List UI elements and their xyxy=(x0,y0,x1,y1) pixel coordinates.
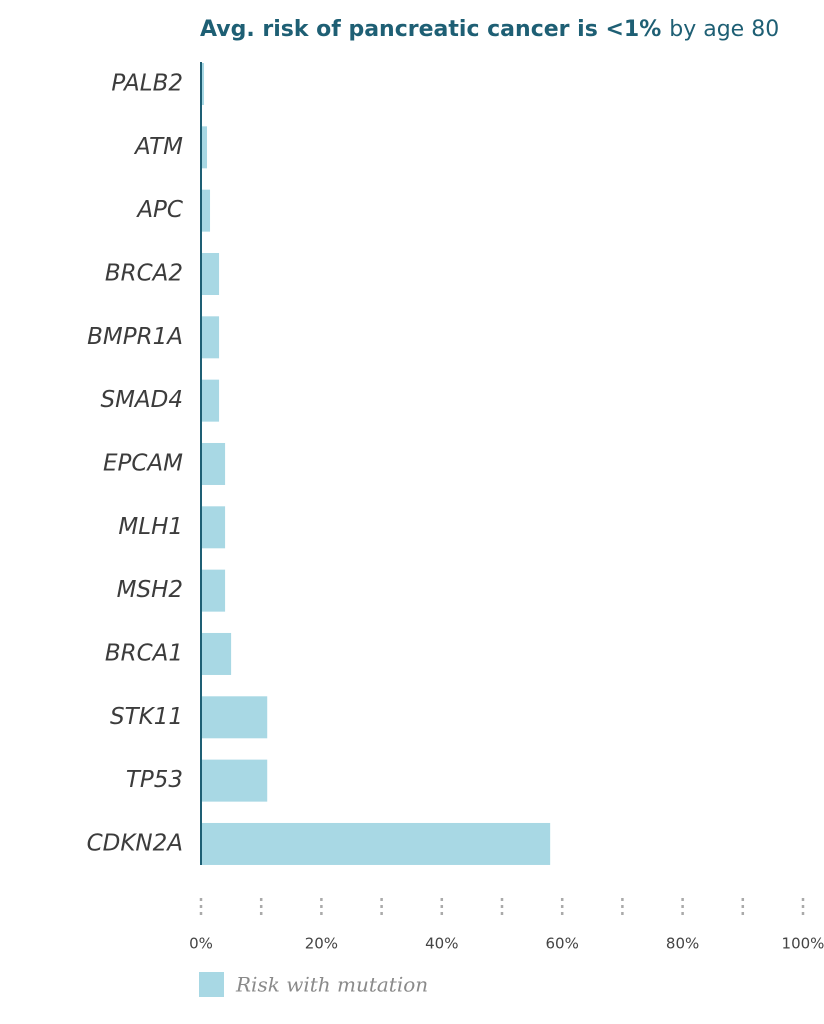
bar xyxy=(201,696,268,739)
bar xyxy=(201,569,226,612)
y-tick-label: SMAD4 xyxy=(100,387,183,413)
y-tick-label: EPCAM xyxy=(103,450,183,476)
legend-label: Risk with mutation xyxy=(235,973,428,997)
y-tick-label: CDKN2A xyxy=(87,830,183,856)
y-tick-label: ATM xyxy=(133,134,183,160)
y-tick-label: PALB2 xyxy=(111,71,183,97)
x-tick-label: 80% xyxy=(666,935,699,953)
x-tick-label: 60% xyxy=(546,935,579,953)
x-tick-label: 40% xyxy=(425,935,458,953)
bar xyxy=(201,379,220,422)
y-tick-label: TP53 xyxy=(126,767,183,793)
y-tick-label: BRCA2 xyxy=(105,260,183,286)
bar xyxy=(201,506,226,549)
title-bold: Avg. risk of pancreatic cancer is <1% xyxy=(200,17,661,42)
bar xyxy=(201,252,220,295)
y-tick-label: STK11 xyxy=(110,704,183,730)
chart-title: Avg. risk of pancreatic cancer is <1% by … xyxy=(200,17,779,42)
bar xyxy=(201,126,208,169)
y-tick-label: BRCA1 xyxy=(105,640,183,666)
legend-swatch xyxy=(199,972,224,997)
bar xyxy=(201,632,232,675)
y-tick-label: BMPR1A xyxy=(87,324,183,350)
y-tick-label: APC xyxy=(135,197,183,223)
x-tick-label: 20% xyxy=(305,935,338,953)
bar xyxy=(201,189,211,232)
bar xyxy=(201,759,268,802)
x-tick-label: 100% xyxy=(782,935,824,953)
y-tick-label: MLH1 xyxy=(118,514,183,540)
x-tick-label: 0% xyxy=(189,935,213,953)
y-tick-label: MSH2 xyxy=(117,577,183,603)
title-rest: by age 80 xyxy=(669,17,779,42)
bar xyxy=(201,442,226,485)
bar xyxy=(201,63,205,105)
bar xyxy=(201,822,551,865)
bar xyxy=(201,316,220,359)
